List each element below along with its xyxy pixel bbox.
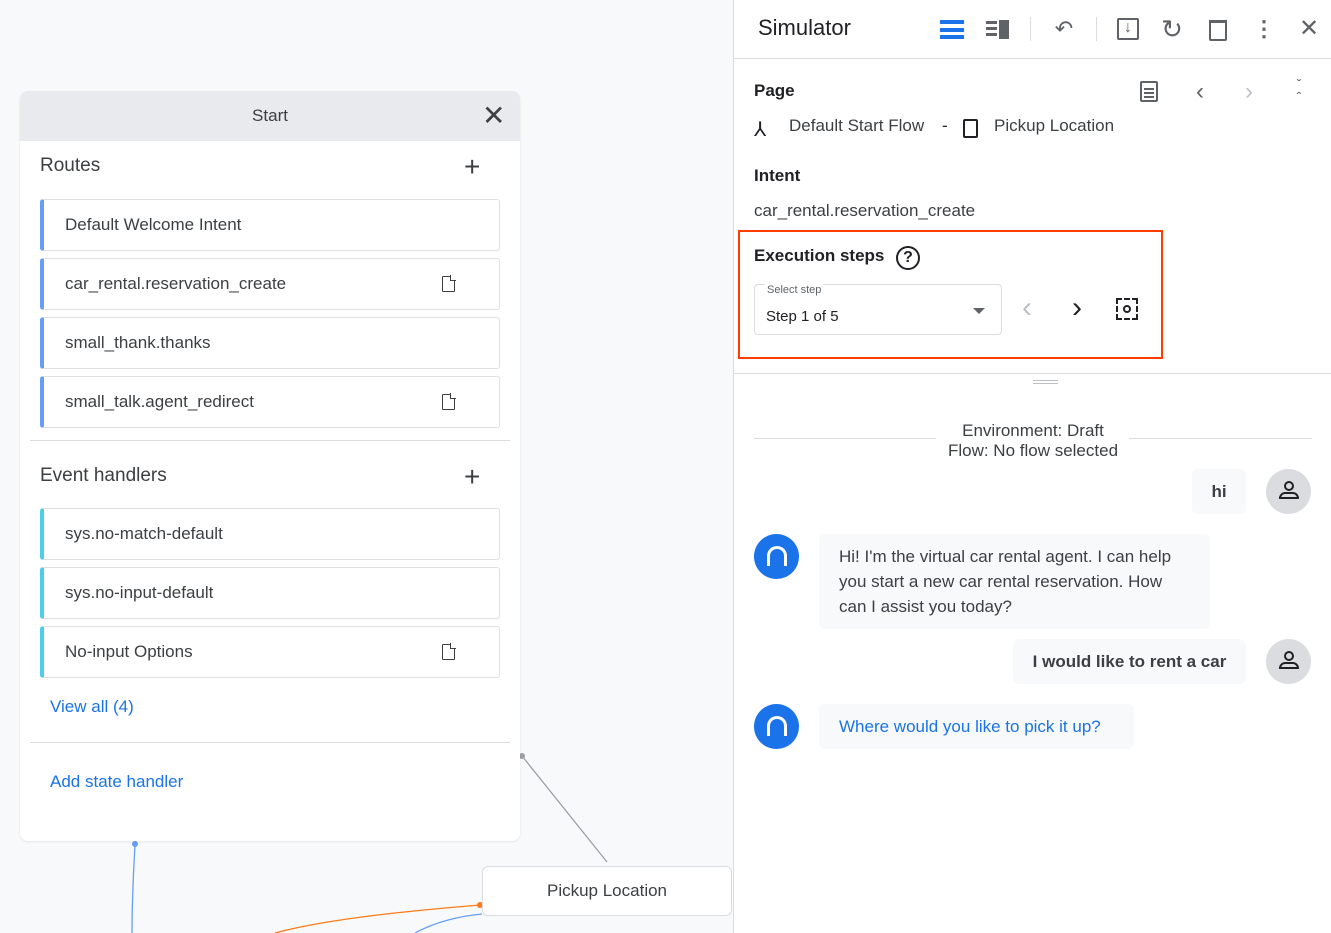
event-handler-item[interactable]: No-input Options: [40, 626, 500, 678]
separator: -: [942, 116, 948, 135]
execution-steps-highlight: [738, 230, 1163, 359]
item-label: sys.no-match-default: [65, 524, 223, 543]
item-label: sys.no-input-default: [65, 583, 214, 602]
route-item[interactable]: small_thank.thanks: [40, 317, 500, 369]
intent-value: car_rental.reservation_create: [754, 201, 976, 220]
page-label: Page: [754, 81, 795, 100]
flow-edges: [131, 753, 608, 933]
user-avatar-icon: [1266, 639, 1311, 684]
divider: [30, 440, 510, 441]
close-simulator-icon[interactable]: ✕: [1298, 15, 1320, 42]
divider: [734, 58, 1331, 59]
flow-name: Default Start Flow: [789, 116, 925, 135]
simulator-title: Simulator: [758, 15, 851, 40]
resize-handle[interactable]: [1033, 380, 1058, 384]
next-step-icon[interactable]: ›: [1072, 291, 1082, 324]
divider: [30, 742, 510, 743]
item-label: No-input Options: [65, 642, 193, 661]
add-event-handler-button[interactable]: +: [464, 461, 481, 492]
dropdown-arrow-icon: [973, 308, 985, 314]
environment-label: Environment: Draft: [962, 421, 1104, 440]
route-item[interactable]: Default Welcome Intent: [40, 199, 500, 251]
delete-icon[interactable]: [1209, 20, 1227, 41]
edge-port: [519, 753, 525, 759]
divider: [1129, 438, 1312, 439]
edge-orange: [274, 904, 481, 933]
view-all-link[interactable]: View all (4): [50, 697, 134, 716]
help-icon[interactable]: ?: [896, 246, 920, 270]
edge-start-to-pickup: [521, 755, 608, 863]
flow-status-label: Flow: No flow selected: [947, 441, 1119, 460]
pickup-location-node[interactable]: Pickup Location: [482, 866, 732, 916]
item-label: small_thank.thanks: [65, 333, 211, 352]
previous-step-icon[interactable]: ‹: [1022, 291, 1032, 324]
undo-icon[interactable]: ↶: [1054, 16, 1074, 41]
divider: [754, 438, 936, 439]
flow-canvas[interactable]: Start ✕ Routes + Default Welcome Intent c…: [0, 0, 733, 933]
flow-icon: ⅄: [754, 119, 767, 141]
item-label: Default Welcome Intent: [65, 215, 242, 234]
agent-message-link[interactable]: Where would you like to pick it up?: [819, 704, 1134, 749]
page-doc-icon[interactable]: [442, 275, 456, 292]
user-message: hi: [1192, 469, 1246, 514]
user-avatar-icon: [1266, 469, 1311, 514]
chevron-right-icon[interactable]: ›: [1245, 78, 1253, 105]
agent-avatar-icon: [754, 704, 799, 749]
more-vert-icon[interactable]: ⋮: [1253, 16, 1275, 41]
edge-blue: [131, 844, 136, 933]
add-route-button[interactable]: +: [464, 151, 481, 182]
item-label: car_rental.reservation_create: [65, 274, 287, 293]
page-doc-icon[interactable]: [442, 393, 456, 410]
routes-title: Routes: [40, 155, 101, 176]
edge-port: [132, 841, 138, 847]
page-doc-icon[interactable]: [442, 643, 456, 660]
start-page-card: Start ✕ Routes + Default Welcome Intent c…: [20, 91, 520, 841]
intent-label: Intent: [754, 166, 801, 185]
event-handler-item[interactable]: sys.no-match-default: [40, 508, 500, 560]
toolbar-divider: [1030, 17, 1031, 41]
event-handler-item[interactable]: sys.no-input-default: [40, 567, 500, 619]
item-label: small_talk.agent_redirect: [65, 392, 254, 411]
export-icon[interactable]: ↓: [1117, 18, 1139, 40]
chevron-left-icon[interactable]: ‹: [1196, 78, 1204, 105]
user-message: I would like to rent a car: [1013, 639, 1246, 684]
agent-message: Hi! I'm the virtual car rental agent. I …: [819, 534, 1210, 629]
list-view-icon[interactable]: [940, 20, 964, 39]
page-name: Pickup Location: [994, 116, 1115, 135]
add-state-handler-link[interactable]: Add state handler: [50, 772, 184, 791]
divider: [734, 373, 1331, 374]
close-icon[interactable]: ✕: [482, 100, 506, 131]
agent-avatar-icon: [754, 534, 799, 579]
clipboard-icon[interactable]: [1140, 81, 1158, 102]
focus-icon[interactable]: [1116, 298, 1138, 320]
route-item[interactable]: car_rental.reservation_create: [40, 258, 500, 310]
split-view-icon[interactable]: [986, 20, 1010, 39]
edge-port: [477, 902, 483, 908]
route-item[interactable]: small_talk.agent_redirect: [40, 376, 500, 428]
reset-icon[interactable]: ↻: [1161, 14, 1183, 44]
select-step-dropdown[interactable]: Select step Step 1 of 5: [754, 284, 1002, 335]
edge-blue-2: [414, 913, 483, 933]
select-step-value: Step 1 of 5: [766, 308, 839, 325]
select-step-label: Select step: [765, 284, 824, 296]
toolbar-divider: [1096, 17, 1097, 41]
execution-steps-label: Execution steps: [754, 246, 885, 265]
card-title: Start: [252, 106, 288, 125]
card-header: Start ✕: [20, 91, 520, 141]
event-handlers-title: Event handlers: [40, 465, 167, 486]
page-icon: [963, 119, 978, 138]
